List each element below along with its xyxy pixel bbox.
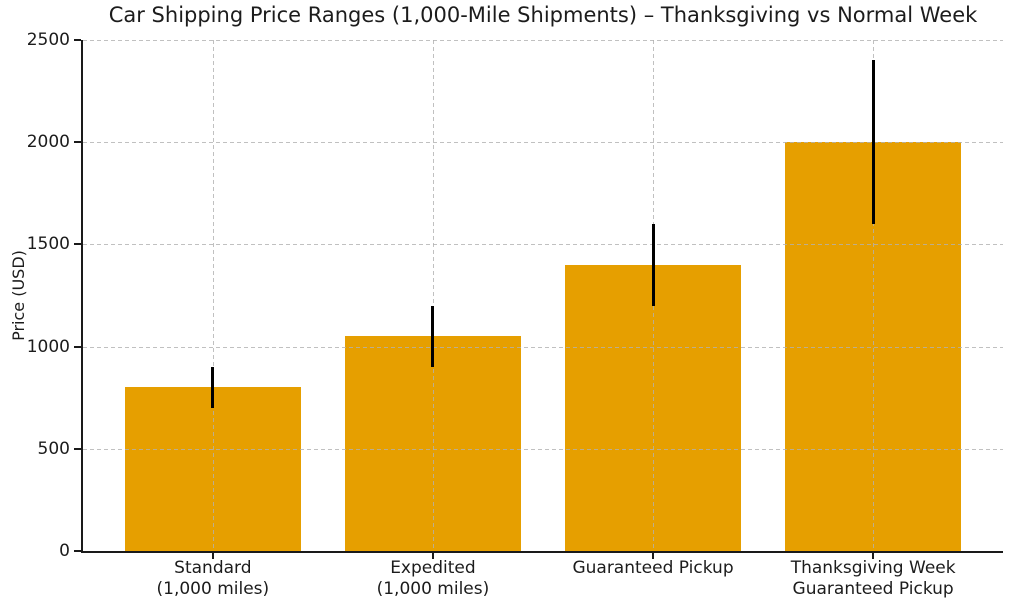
y-tick-mark (74, 550, 81, 552)
x-tick-mark (431, 553, 434, 559)
bar-standard-1-000-miles (124, 387, 301, 551)
x-tick-mark (652, 553, 655, 559)
x-tick-label: Thanksgiving Week Guaranteed Pickup (723, 558, 1023, 600)
error-bar (431, 305, 435, 368)
bar-expedited-1-000-miles (344, 336, 521, 551)
error-bar (211, 367, 215, 408)
x-tick-label: Guaranteed Pickup (503, 558, 803, 579)
gridline-horizontal (83, 244, 1003, 245)
gridline-horizontal (83, 40, 1003, 41)
y-tick-label: 1000 (26, 336, 70, 357)
error-bar (871, 60, 875, 224)
y-tick-label: 0 (59, 541, 70, 561)
y-tick-mark (74, 345, 81, 348)
gridline-vertical (213, 40, 214, 551)
gridline-vertical (873, 40, 874, 551)
y-tick-label: 1500 (26, 234, 70, 255)
x-tick-label: Expedited (1,000 miles) (283, 558, 583, 600)
gridline-horizontal (83, 142, 1003, 143)
x-tick-label: Standard (1,000 miles) (63, 558, 363, 600)
y-tick-mark (74, 243, 81, 246)
y-axis-spine (81, 40, 83, 553)
y-tick-label: 2500 (26, 30, 70, 50)
y-tick-label: 2000 (26, 132, 70, 153)
chart-title: Car Shipping Price Ranges (1,000-Mile Sh… (108, 3, 978, 27)
x-tick-label-line: (1,000 miles) (156, 579, 270, 599)
gridline-horizontal (83, 449, 1003, 450)
x-tick-label-line: Thanksgiving Week (790, 558, 956, 578)
x-tick-label-line: Guaranteed Pickup (572, 558, 734, 578)
x-tick-label-line: Expedited (390, 558, 476, 578)
y-tick-mark (74, 39, 81, 41)
x-tick-mark (211, 553, 214, 559)
y-tick-mark (74, 141, 81, 144)
y-tick-label: 500 (37, 438, 70, 459)
x-tick-mark (872, 553, 875, 559)
y-tick-mark (74, 447, 81, 450)
x-tick-label-line: Standard (174, 558, 252, 578)
x-axis-spine (81, 551, 1003, 553)
gridline-horizontal (83, 347, 1003, 348)
gridline-vertical (433, 40, 434, 551)
x-tick-label-line: (1,000 miles) (376, 579, 490, 599)
x-tick-label-line: Guaranteed Pickup (792, 579, 954, 599)
error-bar (651, 223, 655, 306)
